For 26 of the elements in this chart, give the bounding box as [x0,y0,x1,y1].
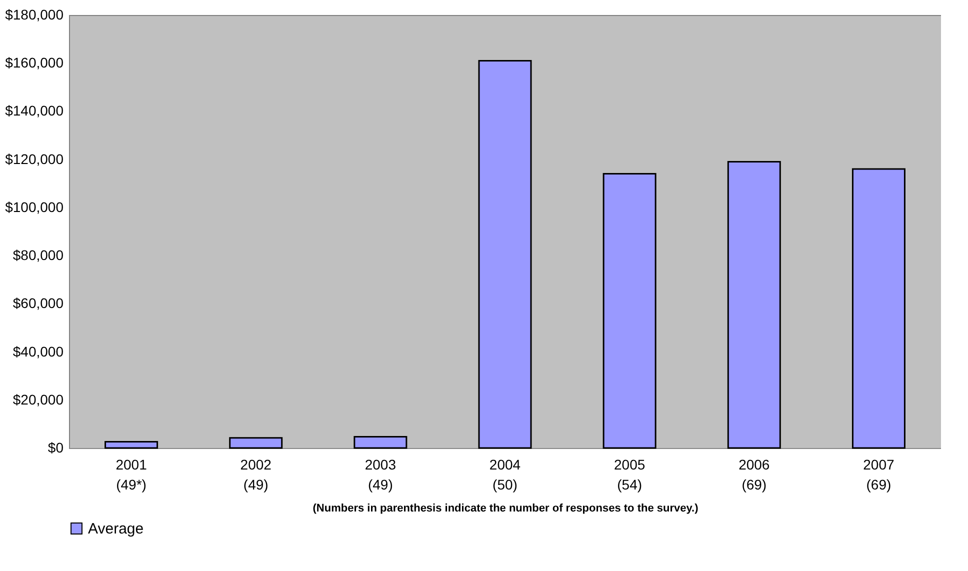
x-tick-label: 2006 (69) [738,456,770,492]
bar [354,436,408,449]
y-tick-label: $100,000 [5,198,64,215]
y-tick-label: $80,000 [12,247,64,264]
bar [104,440,158,449]
y-tick-label: $40,000 [12,343,64,360]
y-tick-label: $140,000 [5,102,64,119]
y-tick-label: $120,000 [5,150,64,167]
y-tick-label: $0 [48,440,64,456]
y-tick-label: $20,000 [12,391,64,408]
y-tick-label: $60,000 [12,295,64,312]
y-tick-label: $180,000 [5,6,64,22]
x-tick-label: 2007 (69) [863,456,894,492]
x-tick-label: 2004 (50) [489,456,521,492]
x-tick-label: 2002 (49) [240,456,272,492]
x-tick-label: 2003 (49) [364,456,396,492]
bar [229,437,283,449]
bar [602,173,656,449]
x-axis-title: (Numbers in parenthesis indicate the number of responses to the survey.) [312,502,699,514]
bar [727,160,781,449]
y-tick-label: $160,000 [5,54,64,71]
legend-label: Average [88,520,144,538]
x-tick-label: 2001 (49*) [116,456,148,492]
bar [852,168,906,449]
x-tick-label: 2005 (54) [614,456,646,492]
bar [478,60,532,449]
